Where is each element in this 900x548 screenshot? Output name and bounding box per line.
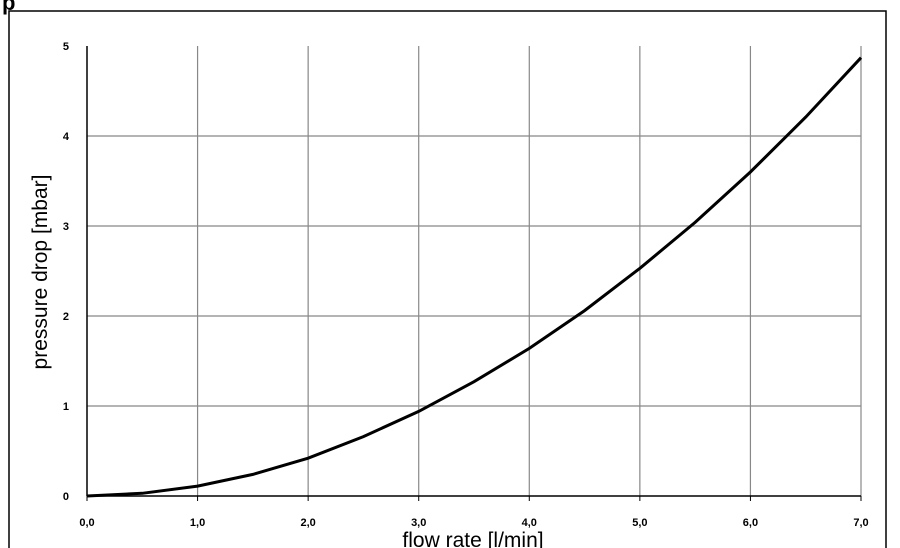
- y-tick-label: 0: [63, 491, 69, 503]
- y-tick-label: 4: [63, 131, 70, 143]
- y-tick-label: 2: [63, 311, 69, 323]
- x-tick-label: 4,0: [522, 517, 537, 529]
- y-tick-label: 5: [63, 41, 69, 53]
- tick-labels: 0,0 1,0 2,0 3,0 4,0 5,0 6,0 7,0 0 1 2 3 4 5: [63, 41, 869, 529]
- x-tick-label: 5,0: [632, 517, 647, 529]
- x-tick-label: 0,0: [79, 517, 94, 529]
- axes: [86, 46, 862, 501]
- chart-frame: [8, 10, 887, 548]
- x-tick-label: 3,0: [411, 517, 426, 529]
- x-tick-label: 7,0: [853, 517, 868, 529]
- y-tick-label: 1: [63, 401, 69, 413]
- grid: [87, 46, 862, 496]
- x-tick-label: 1,0: [190, 517, 205, 529]
- x-tick-label: 6,0: [743, 517, 758, 529]
- y-tick-label: 3: [63, 221, 69, 233]
- x-axis-label: flow rate [l/min]: [402, 529, 543, 548]
- x-tick-label: 2,0: [300, 517, 315, 529]
- series-line-pressure-drop: [86, 56, 863, 498]
- y-axis-label: pressure drop [mbar]: [29, 175, 52, 370]
